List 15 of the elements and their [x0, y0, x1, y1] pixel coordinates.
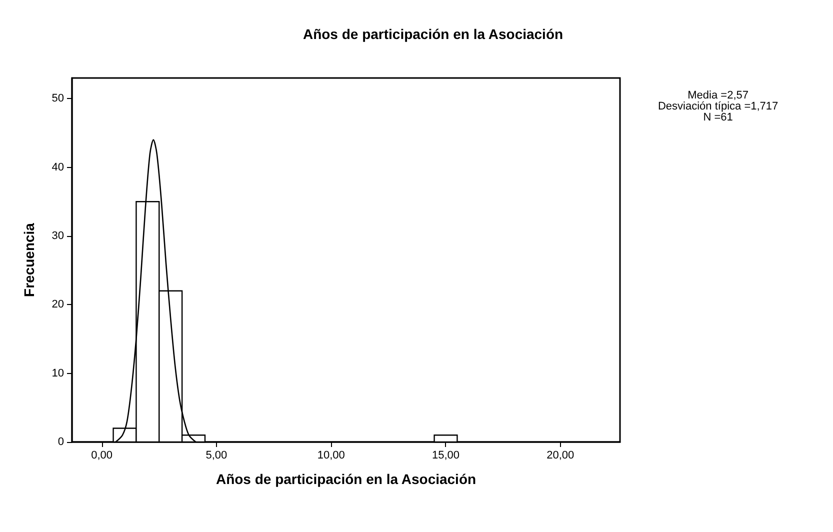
chart-title: Años de participación en la Asociación — [302, 26, 564, 42]
y-tick-label: 40 — [52, 161, 64, 174]
y-tick-label: 10 — [52, 367, 64, 380]
x-tick-label: 20,00 — [546, 450, 574, 462]
y-tick-label: 20 — [52, 298, 64, 311]
x-tick-label: 5,00 — [206, 450, 228, 462]
y-axis-title: Frecuencia — [21, 222, 37, 297]
y-tick-label: 0 — [58, 436, 64, 448]
x-tick-label: 0,00 — [91, 450, 113, 462]
y-tick-label: 30 — [52, 230, 64, 242]
x-axis-title: Años de participación en la Asociación — [216, 471, 476, 487]
x-tick-label: 15,00 — [432, 450, 460, 462]
text: Media =2,57 Desviación típica =1,717 N =61 — [658, 90, 778, 124]
y-tick-label: 50 — [52, 92, 64, 105]
x-tick-label: 10,00 — [317, 450, 345, 462]
